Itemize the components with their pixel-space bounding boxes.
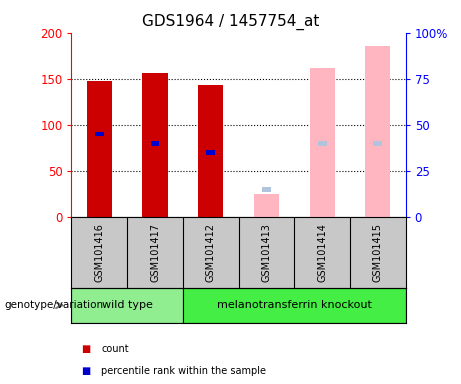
Bar — [87, 81, 112, 217]
Text: ■: ■ — [81, 344, 90, 354]
Bar — [183, 288, 406, 323]
Text: melanotransferrin knockout: melanotransferrin knockout — [217, 300, 372, 310]
Bar — [254, 194, 279, 217]
Bar — [365, 46, 390, 217]
Text: GSM101415: GSM101415 — [373, 223, 383, 282]
Text: ■: ■ — [81, 366, 90, 376]
Text: GSM101414: GSM101414 — [317, 223, 327, 282]
Bar — [310, 68, 335, 217]
Text: GSM101417: GSM101417 — [150, 223, 160, 282]
Text: GSM101412: GSM101412 — [206, 223, 216, 282]
Text: count: count — [101, 344, 129, 354]
Bar — [95, 132, 104, 136]
Text: wild type: wild type — [102, 300, 153, 310]
Bar — [198, 85, 223, 217]
Text: GSM101416: GSM101416 — [95, 223, 104, 282]
Text: GSM101413: GSM101413 — [261, 223, 272, 282]
Bar — [262, 187, 271, 192]
Bar — [373, 141, 382, 146]
Text: genotype/variation: genotype/variation — [5, 300, 104, 310]
Bar — [71, 288, 183, 323]
Text: GDS1964 / 1457754_at: GDS1964 / 1457754_at — [142, 13, 319, 30]
Bar — [151, 141, 160, 146]
Text: percentile rank within the sample: percentile rank within the sample — [101, 366, 266, 376]
Bar — [142, 73, 167, 217]
Bar — [318, 141, 326, 146]
Bar — [207, 150, 215, 155]
